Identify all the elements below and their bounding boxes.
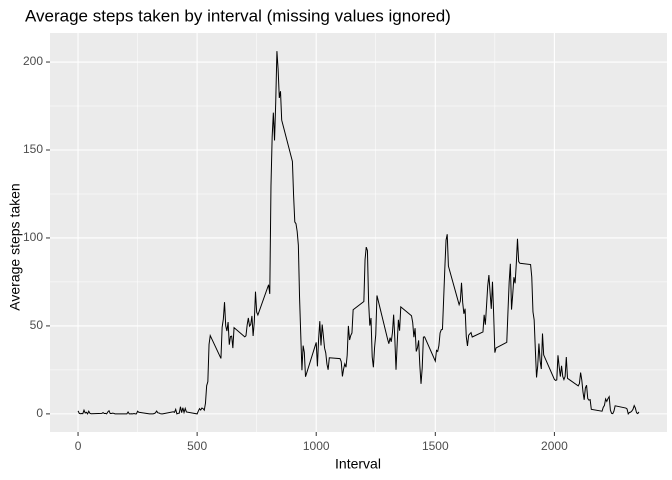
y-axis-title: Average steps taken bbox=[7, 183, 23, 310]
y-tick-label: 150 bbox=[23, 142, 43, 156]
y-tick-label: 100 bbox=[23, 230, 43, 244]
y-tick-label: 50 bbox=[30, 318, 44, 332]
chart-title: Average steps taken by interval (missing… bbox=[25, 6, 451, 25]
plot-panel bbox=[50, 33, 667, 432]
y-tick-label: 0 bbox=[36, 406, 43, 420]
x-tick-label: 1000 bbox=[303, 439, 330, 453]
x-axis-title: Interval bbox=[335, 456, 381, 472]
y-tick-label: 200 bbox=[23, 54, 43, 68]
x-tick-label: 0 bbox=[75, 439, 82, 453]
data-line bbox=[77, 51, 640, 415]
x-tick-label: 1500 bbox=[422, 439, 449, 453]
x-tick-label: 500 bbox=[187, 439, 207, 453]
x-tick-label: 2000 bbox=[541, 439, 568, 453]
